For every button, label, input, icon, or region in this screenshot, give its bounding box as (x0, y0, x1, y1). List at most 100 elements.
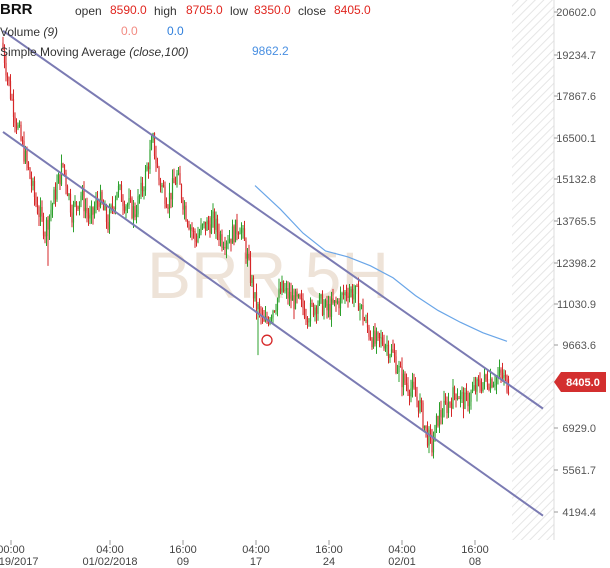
candle (369, 330, 372, 341)
candle (102, 199, 105, 211)
symbol-label: BRR (0, 1, 33, 18)
y-tick-label: 11030.9 (557, 299, 596, 311)
candle (350, 286, 352, 298)
candle (50, 200, 52, 222)
candle (200, 218, 202, 236)
candle (473, 376, 475, 391)
candle (26, 146, 28, 171)
candle (414, 377, 417, 397)
candle (309, 297, 312, 327)
candle (482, 382, 484, 393)
candle (38, 205, 40, 227)
candle (122, 194, 124, 216)
candle (149, 139, 151, 174)
candle (465, 383, 468, 402)
candle (444, 393, 447, 405)
sma-value: 9862.2 (252, 44, 289, 58)
candle (57, 172, 60, 184)
x-tick-date: 01/02/2018 (82, 556, 137, 568)
candle (296, 288, 298, 304)
candle (245, 237, 247, 264)
candle (249, 251, 252, 287)
candle (78, 201, 81, 216)
candle (294, 288, 297, 310)
candle (14, 112, 16, 133)
candle (312, 302, 315, 318)
candle (420, 397, 423, 413)
channel-lines[interactable] (2, 30, 544, 517)
candle (138, 194, 141, 204)
candle (18, 120, 21, 128)
time-axis[interactable]: 00:0012/19/201704:0001/02/201816:000904:… (0, 540, 489, 568)
candle (116, 191, 118, 201)
candle (374, 323, 376, 347)
candle (213, 208, 216, 234)
candle (383, 334, 385, 351)
candle (47, 216, 49, 266)
open-value: 8590.0 (110, 3, 147, 17)
candle (207, 215, 210, 230)
candle (141, 177, 144, 197)
candle (456, 388, 459, 401)
candle (72, 200, 75, 233)
candle (180, 183, 183, 204)
candle (75, 201, 78, 216)
candle (293, 288, 295, 320)
candle (146, 162, 148, 172)
candle (315, 305, 318, 324)
candle (89, 205, 91, 225)
candle (459, 390, 462, 408)
candle (429, 424, 432, 444)
candle (404, 371, 406, 386)
candle (351, 283, 354, 304)
candle (131, 196, 133, 220)
candle (282, 280, 285, 293)
candle (297, 293, 300, 299)
candle (375, 327, 378, 354)
candle (387, 340, 390, 364)
candle (336, 298, 339, 305)
candle (483, 368, 486, 390)
candle (185, 201, 187, 222)
candle (305, 308, 307, 326)
candle (392, 339, 394, 354)
candle (173, 168, 175, 184)
candle (87, 207, 90, 226)
candle (354, 285, 357, 303)
candle (56, 174, 58, 202)
candle (272, 309, 274, 325)
candle (161, 182, 163, 194)
candle (144, 165, 147, 196)
candle (231, 219, 234, 244)
candle (8, 76, 10, 87)
candle (302, 293, 304, 316)
channel-line[interactable] (2, 131, 544, 517)
candle (378, 332, 381, 348)
candle (221, 229, 223, 252)
candle (458, 395, 460, 400)
candle (198, 228, 201, 239)
candle (84, 198, 87, 219)
candle (195, 233, 198, 247)
candle (452, 378, 454, 410)
y-tick-label: 20602.0 (556, 7, 596, 19)
candle (60, 154, 63, 186)
candle (330, 291, 333, 327)
candle (447, 392, 450, 418)
candle (162, 179, 165, 188)
candle (171, 169, 174, 208)
candle (386, 335, 388, 356)
y-tick-label: 19234.7 (556, 50, 596, 62)
candle (395, 350, 397, 375)
channel-line[interactable] (2, 30, 544, 410)
candle (368, 324, 370, 341)
candle (389, 353, 391, 363)
candle (410, 379, 412, 403)
candle (317, 300, 319, 321)
candle (474, 376, 477, 395)
candle (42, 212, 45, 240)
candle (6, 72, 9, 86)
price-axis[interactable]: 20602.0 19234.7 17867.6 16500.1 15132.8 13765… (554, 7, 596, 519)
candle (402, 369, 405, 396)
